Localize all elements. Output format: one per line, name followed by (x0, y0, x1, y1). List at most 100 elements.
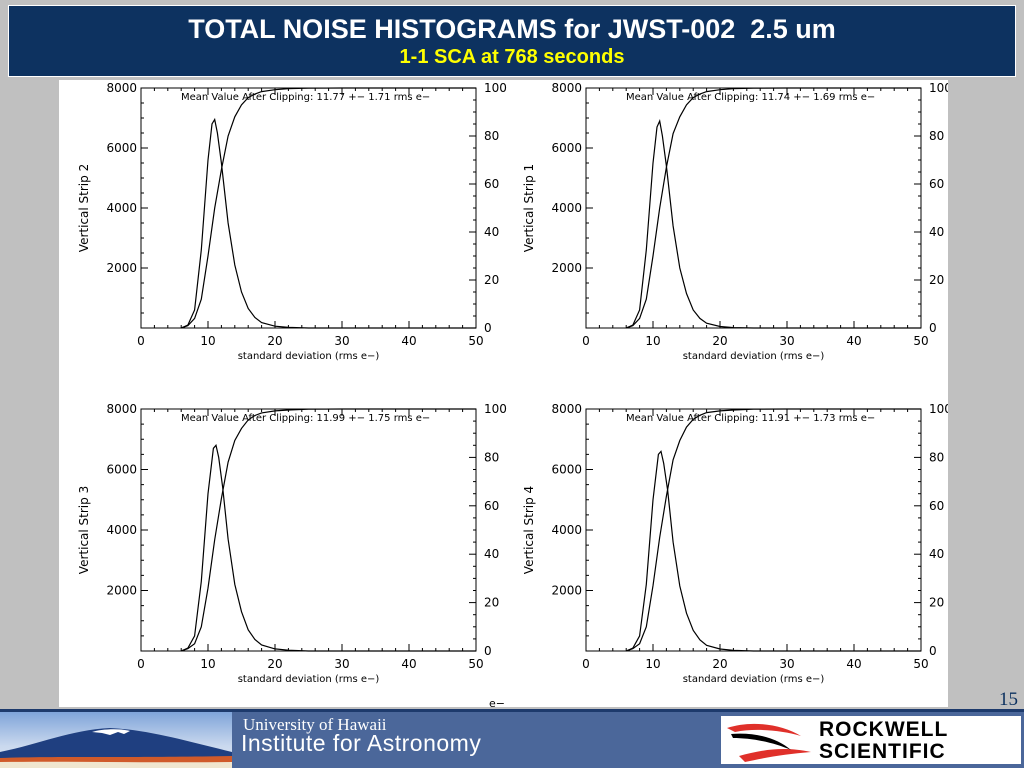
y2-tick-label: 40 (484, 225, 499, 239)
y-tick-label: 4000 (551, 201, 582, 215)
x-tick-label: 30 (779, 657, 794, 671)
histogram-panel-3: 0 10 20 30 40 50 2000 4000 6000 8000 0 20 40 60 80 100 s… (77, 402, 507, 685)
y-tick-label: 8000 (551, 81, 582, 95)
x-axis-label: standard deviation (rms e−) (683, 351, 825, 362)
y-tick-label: 2000 (551, 261, 582, 275)
y2-tick-label: 100 (929, 402, 948, 416)
x-tick-label: 20 (712, 657, 727, 671)
title-banner: TOTAL NOISE HISTOGRAMS for JWST-002 2.5 … (8, 5, 1016, 77)
y2-tick-label: 20 (484, 273, 499, 287)
histogram-curve (625, 450, 921, 652)
y2-tick-label: 60 (929, 499, 944, 513)
x-tick-label: 10 (645, 657, 660, 671)
x-tick-label: 40 (401, 657, 416, 671)
plot-frame (140, 408, 477, 652)
cumulative-curve (180, 87, 476, 329)
y2-tick-label: 80 (929, 450, 944, 464)
page-number: 15 (999, 689, 1018, 710)
y-tick-label: 2000 (106, 584, 137, 598)
x-tick-label: 0 (582, 334, 590, 348)
x-tick-label: 0 (137, 334, 145, 348)
ifa-name: Institute for Astronomy (241, 730, 482, 756)
x-axis-label: standard deviation (rms e−) (238, 351, 380, 362)
y-axis-label: Vertical Strip 1 (522, 164, 536, 252)
x-tick-label: 50 (468, 334, 483, 348)
histogram-curve (180, 444, 476, 652)
footer-stripe (0, 709, 1024, 712)
x-axis-label: standard deviation (rms e−) (683, 674, 825, 685)
rockwell-text: ROCKWELL (819, 718, 949, 741)
y2-tick-label: 0 (929, 321, 937, 335)
x-tick-label: 40 (846, 334, 861, 348)
plot-frame (585, 408, 922, 652)
y-tick-label: 2000 (106, 261, 137, 275)
y2-tick-label: 100 (484, 81, 507, 95)
y2-tick-label: 0 (929, 644, 937, 658)
scientific-text: SCIENTIFIC (819, 740, 946, 763)
histogram-panel-4: 0 10 20 30 40 50 2000 4000 6000 8000 0 20 40 60 80 100 s… (522, 402, 948, 685)
mean-value-annotation: Mean Value After Clipping: 11.77 +− 1.71… (181, 92, 430, 103)
histogram-curve (180, 117, 476, 329)
plot-area: 0 10 20 30 40 50 2000 4000 6000 8000 0 20 40 60 80 100 s… (59, 80, 948, 707)
mean-value-annotation: Mean Value After Clipping: 11.74 +− 1.69… (626, 92, 875, 103)
uh-name: University of Hawaii (243, 715, 387, 734)
y2-tick-label: 0 (484, 644, 492, 658)
mean-value-annotation: Mean Value After Clipping: 11.91 +− 1.73… (626, 413, 875, 424)
histogram-panel-1: 0 10 20 30 40 50 2000 4000 6000 8000 0 20 40 60 80 100 s… (77, 81, 507, 362)
x-tick-label: 0 (582, 657, 590, 671)
y2-tick-label: 40 (929, 225, 944, 239)
x-tick-label: 0 (137, 657, 145, 671)
y-tick-label: 6000 (106, 463, 137, 477)
y-tick-label: 8000 (551, 402, 582, 416)
slide-title: TOTAL NOISE HISTOGRAMS for JWST-002 2.5 … (188, 14, 836, 44)
y-tick-label: 6000 (106, 141, 137, 155)
y2-tick-label: 100 (484, 402, 507, 416)
histogram-plots: 0 10 20 30 40 502000400060008000020406080100s… (77, 81, 948, 685)
x-tick-label: 20 (267, 334, 282, 348)
x-tick-label: 10 (200, 334, 215, 348)
mauna-kea-logo-icon (0, 712, 232, 768)
x-tick-label: 40 (846, 657, 861, 671)
x-tick-label: 50 (913, 334, 928, 348)
y2-tick-label: 20 (484, 596, 499, 610)
y-tick-label: 4000 (551, 523, 582, 537)
rockwell-swoosh-icon (727, 723, 811, 762)
y2-tick-label: 60 (484, 499, 499, 513)
y-tick-label: 4000 (106, 523, 137, 537)
histogram-panel-2: 0 10 20 30 40 50 2000 4000 6000 8000 0 20 40 60 80 100 s… (522, 81, 948, 362)
stray-unit-label: e− (489, 697, 505, 710)
y2-tick-label: 40 (929, 547, 944, 561)
mean-value-annotation: Mean Value After Clipping: 11.99 +− 1.75… (181, 413, 430, 424)
y-axis-label: Vertical Strip 2 (77, 164, 91, 252)
y-tick-label: 6000 (551, 141, 582, 155)
x-tick-label: 40 (401, 334, 416, 348)
x-tick-label: 20 (712, 334, 727, 348)
y2-tick-label: 20 (929, 596, 944, 610)
y2-tick-label: 80 (929, 129, 944, 143)
y-axis-label: Vertical Strip 3 (77, 486, 91, 574)
cumulative-curve (180, 408, 476, 652)
histogram-curve (625, 118, 921, 329)
y2-tick-label: 60 (929, 177, 944, 191)
x-tick-label: 10 (645, 334, 660, 348)
x-axis-label: standard deviation (rms e−) (238, 674, 380, 685)
plot-frame (140, 87, 477, 329)
y2-tick-label: 0 (484, 321, 492, 335)
y2-tick-label: 40 (484, 547, 499, 561)
slide-subtitle: 1-1 SCA at 768 seconds (399, 46, 625, 68)
y2-tick-label: 80 (484, 129, 499, 143)
y-tick-label: 8000 (106, 402, 137, 416)
x-tick-label: 30 (779, 334, 794, 348)
y2-tick-label: 20 (929, 273, 944, 287)
y-tick-label: 4000 (106, 201, 137, 215)
x-tick-label: 20 (267, 657, 282, 671)
cumulative-curve (625, 408, 921, 652)
y2-tick-label: 100 (929, 81, 948, 95)
x-tick-label: 10 (200, 657, 215, 671)
cumulative-curve (625, 87, 921, 329)
y-axis-label: Vertical Strip 4 (522, 486, 536, 574)
y-tick-label: 6000 (551, 463, 582, 477)
x-tick-label: 30 (334, 657, 349, 671)
y2-tick-label: 80 (484, 450, 499, 464)
x-tick-label: 50 (468, 657, 483, 671)
